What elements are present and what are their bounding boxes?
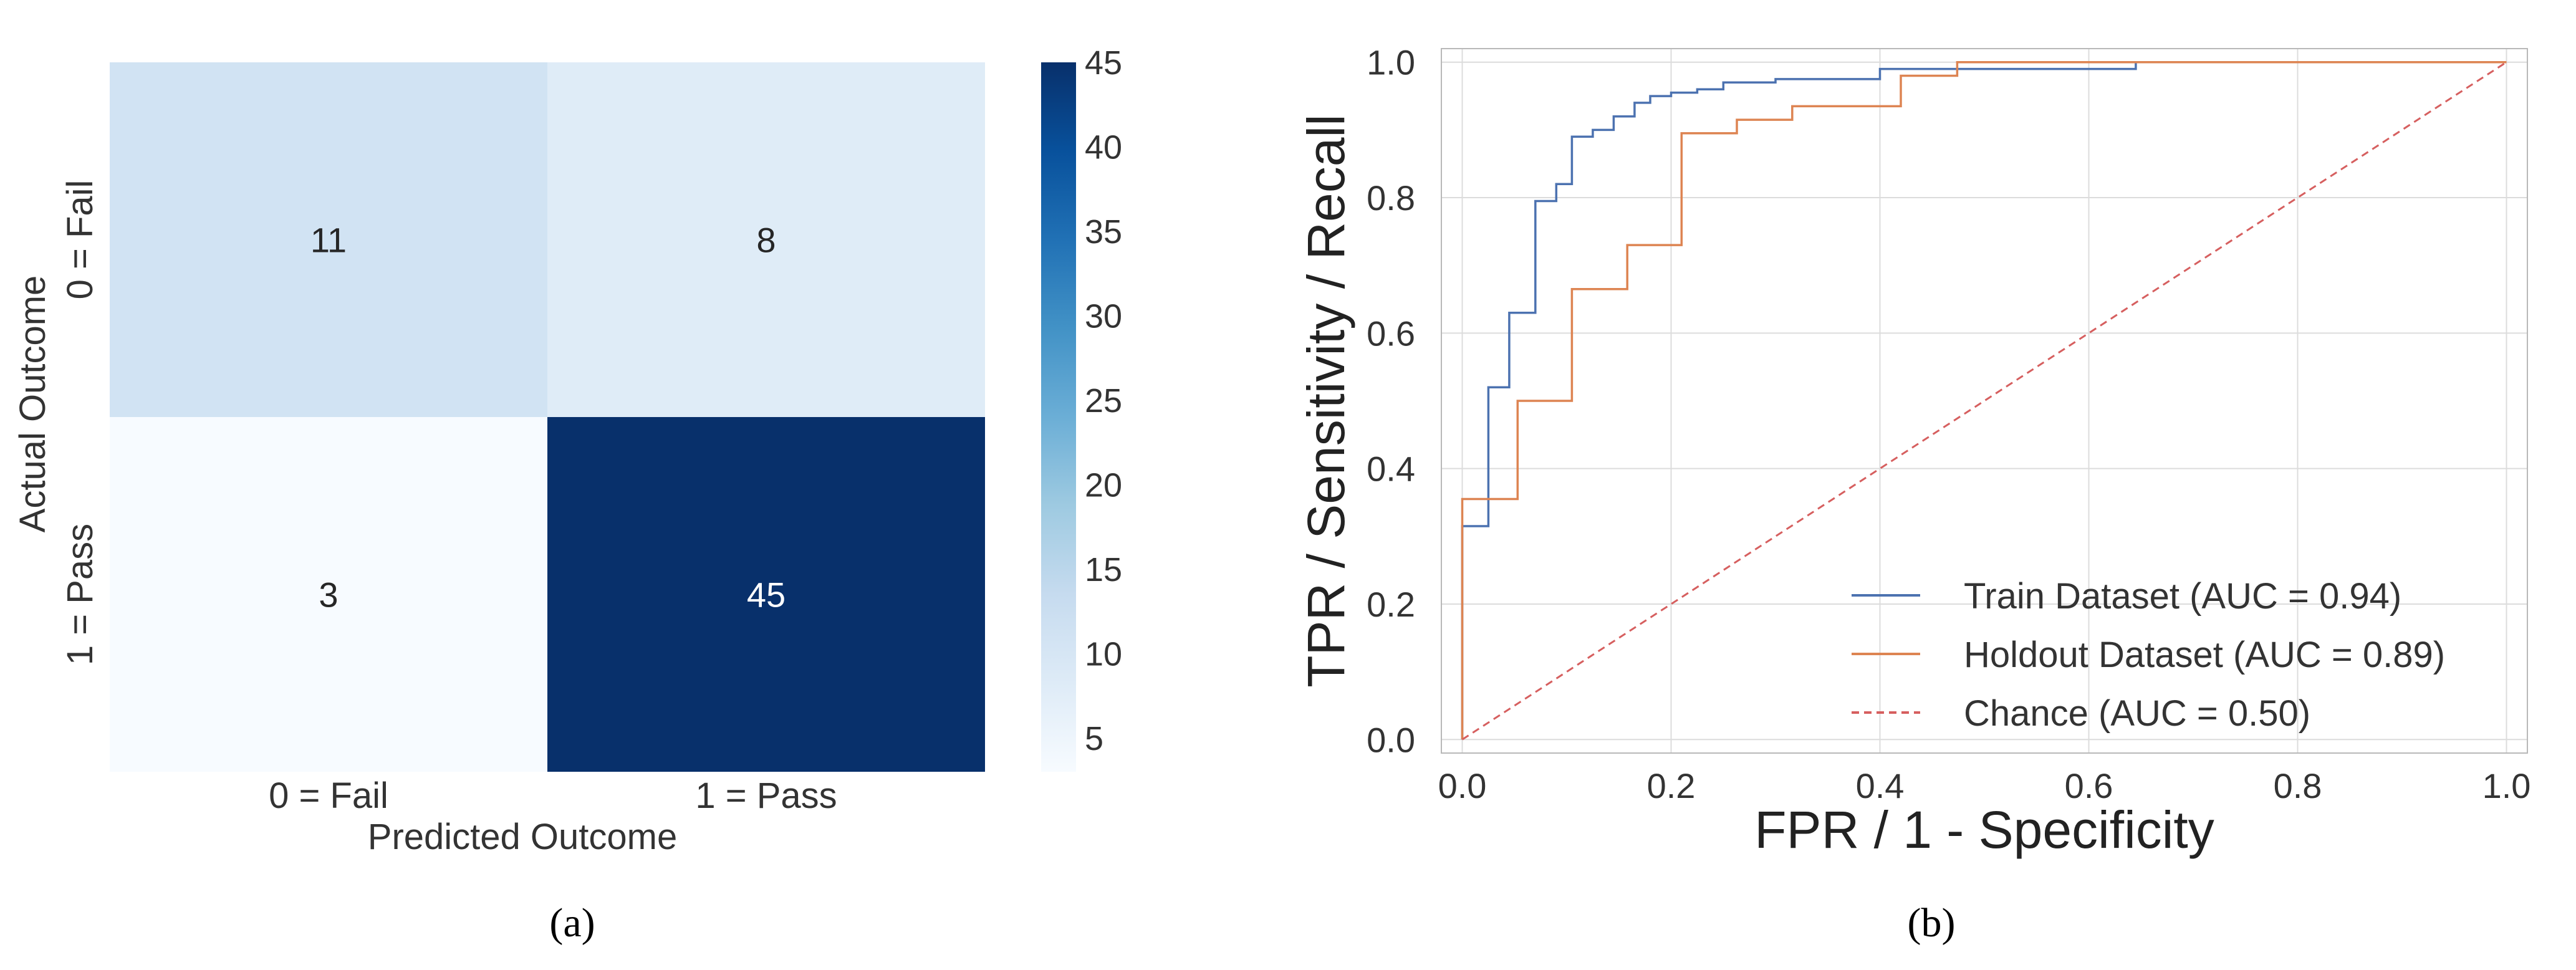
heatmap-cell — [547, 62, 985, 417]
y-tick-label: 1.0 — [1367, 43, 1415, 82]
y-tick-label: 0 = Fail — [60, 180, 100, 300]
legend-label: Holdout Dataset (AUC = 0.89) — [1964, 635, 2445, 675]
cell-value-label: 3 — [319, 575, 338, 615]
panel-label-a: (a) — [549, 900, 595, 946]
x-tick-label: 0.8 — [2274, 766, 2322, 805]
roc-legend: Train Dataset (AUC = 0.94) Holdout Datase… — [1852, 576, 2445, 734]
x-tick-label: 0.2 — [1647, 766, 1696, 805]
colorbar-tick-label: 5 — [1085, 720, 1103, 757]
colorbar-tick-label: 25 — [1085, 382, 1122, 420]
roc-series-1 — [1461, 60, 2507, 740]
roc-series-0 — [1461, 60, 2507, 740]
cell-value-label: 8 — [756, 221, 776, 260]
x-tick-label: 1 = Pass — [695, 776, 837, 816]
roc-y-axis-label: TPR / Sensitivity / Recall — [1297, 114, 1355, 688]
cell-value-label: 11 — [310, 221, 347, 260]
x-tick-label: 1.0 — [2482, 766, 2531, 805]
y-tick-label: 0.2 — [1367, 585, 1415, 624]
roc-series-2 — [1461, 61, 2507, 741]
legend-label: Train Dataset (AUC = 0.94) — [1964, 576, 2401, 617]
colorbar-tick-label: 30 — [1085, 297, 1122, 335]
x-tick-label: 0.6 — [2065, 766, 2113, 805]
colorbar-tick-label: 45 — [1085, 44, 1122, 82]
y-tick-label: 0.8 — [1367, 178, 1415, 218]
x-tick-label: 0.4 — [1856, 766, 1905, 805]
roc-x-axis-label: FPR / 1 - Specificity — [1754, 800, 2214, 859]
legend-label: Chance (AUC = 0.50) — [1964, 693, 2310, 734]
cell-value-label: 45 — [747, 575, 786, 615]
colorbar-tick-label: 15 — [1085, 551, 1122, 588]
y-tick-label: 0.0 — [1367, 720, 1415, 759]
colorbar-tick-label: 40 — [1085, 128, 1122, 166]
x-tick-label: 0 = Fail — [269, 776, 388, 816]
colorbar-tick-label: 35 — [1085, 213, 1122, 251]
heatmap-cell — [110, 417, 547, 772]
y-tick-label: 1 = Pass — [60, 524, 100, 665]
heatmap-cell — [110, 62, 547, 417]
confusion-matrix-panel: 11 8 3 45 0 = Fail 1 = Pass 0 = Fail 1 = Pass… — [12, 44, 1122, 946]
confusion-x-axis-label: Predicted Outcome — [368, 817, 677, 857]
y-tick-label: 0.4 — [1367, 449, 1415, 489]
x-tick-label: 0.0 — [1438, 766, 1487, 805]
roc-plot-frame — [1441, 48, 2528, 754]
colorbar-tick-label: 10 — [1085, 635, 1122, 673]
y-tick-label: 0.6 — [1367, 314, 1415, 353]
colorbar — [1041, 62, 1076, 772]
panel-label-b: (b) — [1908, 900, 1956, 946]
heatmap-cell — [547, 417, 985, 772]
confusion-y-axis-label: Actual Outcome — [12, 276, 53, 533]
colorbar-tick-label: 20 — [1085, 466, 1122, 504]
roc-curve-panel: 0.0 0.2 0.4 0.6 0.8 1.0 0.0 0.2 0.4 0.6 0.8 1.0 Tr… — [1297, 43, 2530, 946]
